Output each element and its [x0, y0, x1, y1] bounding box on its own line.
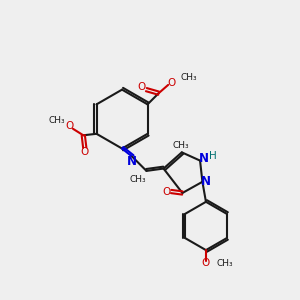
Text: CH₃: CH₃ [49, 116, 65, 125]
Text: O: O [65, 121, 73, 131]
Text: N: N [199, 152, 209, 165]
Text: O: O [168, 78, 176, 88]
Text: CH₃: CH₃ [216, 259, 233, 268]
Text: CH₃: CH₃ [181, 73, 197, 82]
Text: CH₃: CH₃ [172, 141, 189, 150]
Text: O: O [202, 258, 210, 268]
Text: O: O [138, 82, 146, 92]
Text: CH₃: CH₃ [130, 175, 146, 184]
Text: N: N [127, 155, 137, 168]
Text: O: O [81, 147, 89, 157]
Text: H: H [208, 151, 216, 161]
Text: O: O [162, 187, 171, 196]
Text: N: N [201, 175, 211, 188]
